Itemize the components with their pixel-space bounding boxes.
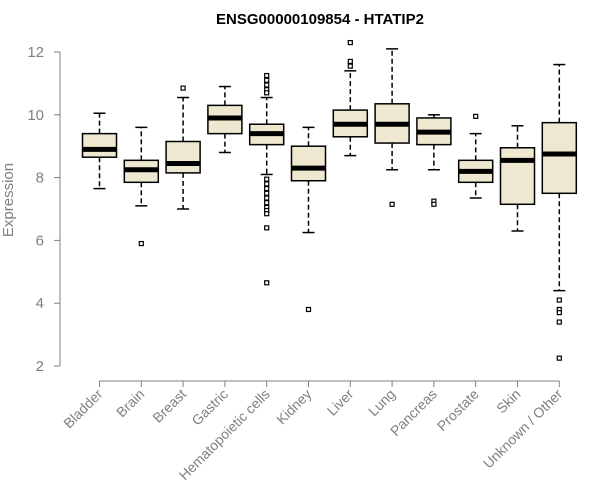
outlier-point — [305, 306, 312, 313]
x-tick-label: Liver — [324, 386, 357, 419]
x-tick-label: Kidney — [273, 386, 315, 428]
outlier-point — [264, 176, 270, 182]
x-tick-label: Breast — [149, 386, 189, 426]
box-skin — [499, 125, 536, 232]
outlier-point — [264, 200, 270, 206]
outlier-point — [556, 310, 562, 316]
box-breast — [165, 85, 201, 210]
box-kidney — [290, 126, 327, 313]
x-tick-label: Unknown / Other — [480, 386, 566, 472]
x-tick-label: Lung — [365, 386, 398, 419]
outlier-point — [264, 77, 270, 83]
outlier-point — [180, 85, 186, 91]
box-gastric — [207, 85, 243, 154]
outlier-point — [264, 82, 270, 88]
iqr-box — [81, 132, 118, 158]
outlier-point — [138, 240, 144, 247]
outlier-point — [264, 225, 270, 231]
y-tick-label: 8 — [36, 170, 44, 187]
y-axis-label: Expression — [0, 163, 17, 237]
y-axis: 2 4 6 8 10 12 — [27, 44, 61, 375]
box-liver — [332, 39, 369, 157]
box-lung — [374, 48, 410, 207]
outlier-point — [264, 280, 270, 286]
outlier-point — [556, 355, 562, 361]
y-tick-label: 4 — [36, 295, 44, 312]
iqr-box — [499, 147, 536, 206]
y-tick-label: 6 — [36, 232, 44, 249]
box-hematopoietic-cells — [248, 72, 285, 286]
outlier-point — [556, 297, 562, 303]
outlier-point — [264, 211, 270, 217]
outlier-point — [264, 195, 270, 201]
iqr-box — [290, 145, 327, 182]
outlier-point — [389, 201, 395, 207]
iqr-box — [165, 140, 201, 174]
outlier-point — [264, 190, 270, 196]
box-bladder — [81, 112, 118, 190]
outlier-point — [264, 185, 270, 192]
iqr-box — [541, 121, 578, 195]
box-pancreas — [416, 114, 452, 207]
outlier-point — [347, 39, 353, 46]
outlier-point — [264, 90, 270, 96]
box-unknown-other — [541, 63, 578, 361]
y-tick-label: 12 — [27, 44, 44, 61]
outlier-point — [347, 63, 353, 69]
y-tick-label: 2 — [36, 358, 44, 375]
x-tick-label: Brain — [113, 386, 147, 420]
outlier-point — [556, 319, 562, 325]
y-tick-label: 10 — [27, 107, 44, 124]
x-tick-label: Bladder — [60, 386, 106, 432]
outlier-point — [431, 201, 437, 207]
x-tick-label: Skin — [493, 386, 524, 417]
outlier-point — [347, 58, 353, 65]
outlier-point — [473, 113, 479, 119]
outlier-point — [264, 181, 270, 187]
outlier-point — [264, 72, 270, 79]
box-prostate — [457, 113, 494, 199]
boxes-group — [81, 39, 578, 361]
x-tick-label: Prostate — [434, 386, 482, 434]
box-brain — [123, 126, 160, 247]
chart-title: ENSG00000109854 - HTATIP2 — [216, 11, 424, 28]
